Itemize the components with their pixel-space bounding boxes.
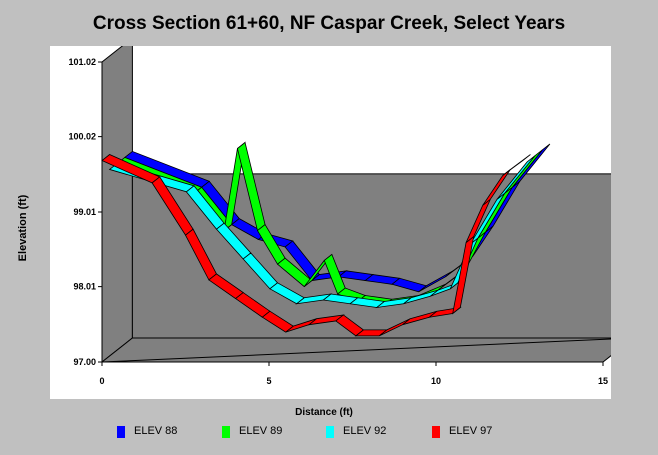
x-axis-label: Distance (ft) xyxy=(295,407,353,418)
chart-title: Cross Section 61+60, NF Caspar Creek, Se… xyxy=(92,13,566,34)
floor-divider xyxy=(101,338,611,363)
left-wall xyxy=(101,46,133,364)
chart-canvas: 97.00 98.01 99.01 100.02 101.02 0 5 10 15 xyxy=(68,46,611,386)
x-tick-label: 5 xyxy=(266,376,271,386)
ribbon-segment-elev-92 xyxy=(496,155,536,200)
y-tick-label: 99.01 xyxy=(73,207,96,217)
x-tick-label: 0 xyxy=(99,376,104,386)
legend-label-elev-92: ELEV 92 xyxy=(343,425,387,437)
legend-swatch-elev-88 xyxy=(117,426,125,438)
plot-area: 97.00 98.01 99.01 100.02 101.02 0 5 10 15 xyxy=(50,46,611,399)
y-tick-label: 97.00 xyxy=(73,357,96,367)
ribbon-segment-elev-97 xyxy=(502,154,531,176)
y-tick-label: 101.02 xyxy=(68,57,96,67)
legend-label-elev-88: ELEV 88 xyxy=(134,425,178,437)
x-tick-label: 15 xyxy=(598,376,608,386)
legend-swatch-elev-97 xyxy=(432,426,440,438)
legend-label-elev-97: ELEV 97 xyxy=(449,425,493,437)
x-tick-label: 10 xyxy=(431,376,441,386)
legend-label-elev-89: ELEV 89 xyxy=(239,425,283,437)
y-tick-label: 100.02 xyxy=(68,132,96,142)
y-axis-label: Elevation (ft) xyxy=(17,194,29,262)
y-tick-label: 98.01 xyxy=(73,282,96,292)
legend-swatch-elev-92 xyxy=(326,426,334,438)
legend-swatch-elev-89 xyxy=(222,426,230,438)
